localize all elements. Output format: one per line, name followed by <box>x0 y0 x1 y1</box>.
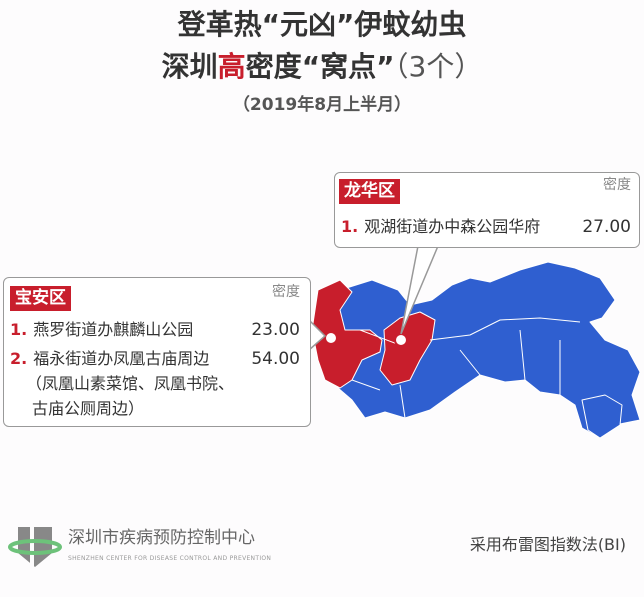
org-name: 深圳市疾病预防控制中心 <box>68 528 255 548</box>
title-post: 密度“窝点” <box>245 50 395 83</box>
hotspot-marker-baoan <box>324 331 338 345</box>
list-item-detail: （凤凰山素菜馆、凤凰书院、 <box>26 374 235 393</box>
district-tag-baoan: 宝安区 <box>10 286 71 311</box>
title-pre: 深圳 <box>161 50 218 83</box>
callout-baoan: 宝安区 密度 1. 燕罗街道办麒麟山公园 23.00 2. 福永街道办凤凰古庙周边 … <box>3 277 311 427</box>
density-value: 23.00 <box>251 320 300 340</box>
map-district-longhua <box>379 311 436 386</box>
title-line-1: 登革热“元凶”伊蚊幼虫 <box>177 8 467 41</box>
map-district-dapeng <box>581 394 623 439</box>
title-line-2: 深圳高密度“窝点”（3个） <box>0 50 644 84</box>
title-highlight: 高 <box>217 50 246 83</box>
hotspot-marker-longhua <box>394 333 408 347</box>
density-value: 27.00 <box>582 217 631 237</box>
density-label: 密度 <box>272 284 300 300</box>
org-name-en: SHENZHEN CENTER FOR DISEASE CONTROL AND … <box>68 555 272 562</box>
callout-pointer-baoan <box>308 319 327 351</box>
list-item: 2. 福永街道办凤凰古庙周边 <box>10 349 210 368</box>
map-district-baoan <box>311 279 383 389</box>
list-item: 1. 燕罗街道办麒麟山公园 <box>10 320 194 339</box>
subtitle: （2019年8月上半月） <box>232 95 412 115</box>
title-count: （3个） <box>394 50 483 83</box>
callout-pointer-longhua <box>400 245 439 335</box>
method-note: 采用布雷图指数法(BI) <box>469 535 626 554</box>
list-item: 1. 观湖街道办中森公园华府 <box>341 217 541 236</box>
density-label: 密度 <box>603 177 631 193</box>
district-tag-longhua: 龙华区 <box>339 179 400 204</box>
callout-longhua: 龙华区 密度 1. 观湖街道办中森公园华府 27.00 <box>334 172 640 248</box>
cdc-logo-icon <box>8 527 62 567</box>
list-item-detail: 古庙公厕周边） <box>32 399 145 418</box>
density-value: 54.00 <box>251 349 300 369</box>
